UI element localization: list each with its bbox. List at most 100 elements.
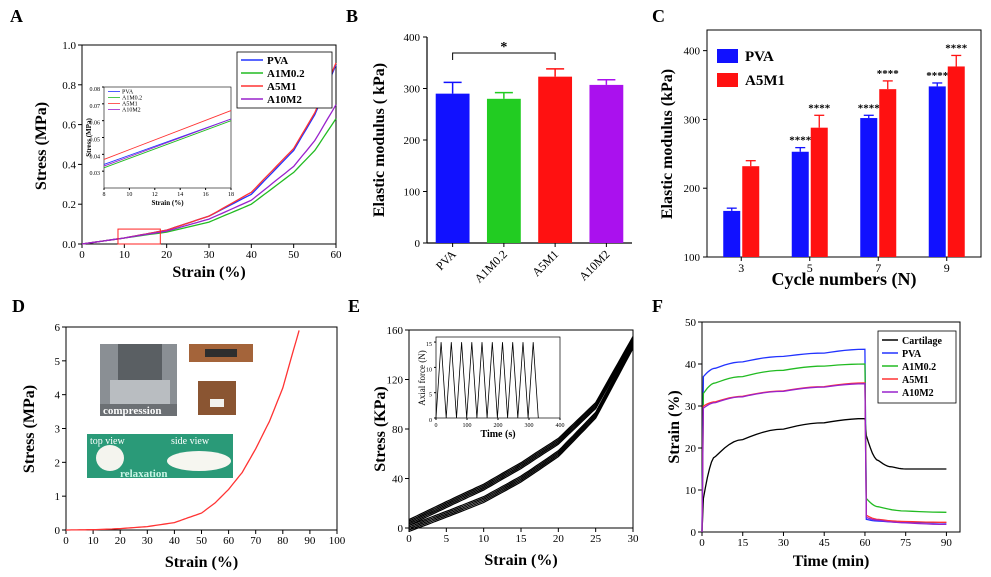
d-y-tick-label: 6 bbox=[55, 322, 61, 334]
a-y-tick-label: 0.2 bbox=[62, 199, 76, 211]
e-inset-y-tick-label: 10 bbox=[426, 367, 432, 373]
d-photo-label-side-view: side view bbox=[171, 436, 210, 447]
c-y-tick-label: 200 bbox=[684, 183, 701, 195]
panel-letter-c: C bbox=[652, 6, 665, 26]
f-y-tick-label: 40 bbox=[685, 359, 697, 371]
d-photo-side-2-sample bbox=[210, 399, 224, 407]
e-loading-curve bbox=[408, 342, 634, 527]
d-y-tick-label: 0 bbox=[55, 525, 61, 537]
f-series-line-cartilage bbox=[701, 417, 947, 533]
f-legend-label: A1M0.2 bbox=[902, 362, 936, 373]
f-legend-label: A10M2 bbox=[902, 388, 934, 399]
c-significance-label: **** bbox=[789, 135, 812, 147]
c-significance-label: **** bbox=[945, 42, 968, 54]
b-x-tick-label: A10M2 bbox=[576, 247, 612, 283]
a-zoom-highlight-box bbox=[117, 228, 161, 245]
a-y-tick-label: 0.0 bbox=[62, 239, 76, 251]
a-legend-label: A5M1 bbox=[267, 81, 296, 93]
b-y-tick-label: 100 bbox=[404, 187, 421, 199]
e-inset-x-tick-label: 100 bbox=[463, 423, 472, 429]
f-x-axis-label: Time (min) bbox=[793, 553, 870, 570]
c-y-tick-label: 100 bbox=[684, 252, 701, 264]
d-series-line bbox=[66, 330, 300, 531]
e-inset-y-tick-label: 5 bbox=[429, 393, 432, 399]
e-inset-x-axis-label: Time (s) bbox=[480, 429, 515, 440]
a-y-axis-label: Stress (MPa) bbox=[33, 102, 50, 190]
panel-letter-b: B bbox=[346, 6, 358, 26]
d-x-tick-label: 100 bbox=[329, 535, 346, 547]
c-x-axis-label: Cycle numbers (N) bbox=[772, 269, 917, 290]
d-photo-side-1-sample bbox=[205, 349, 237, 357]
f-x-tick-label: 60 bbox=[859, 537, 871, 549]
d-photo-fixture-top bbox=[118, 344, 162, 382]
e-loading-curve bbox=[408, 339, 634, 524]
e-y-tick-label: 160 bbox=[387, 325, 404, 337]
e-y-tick-label: 120 bbox=[387, 375, 404, 387]
b-bar-a10m2 bbox=[589, 84, 624, 244]
a-x-axis-label: Strain (%) bbox=[172, 264, 245, 281]
b-y-tick-label: 0 bbox=[415, 238, 421, 250]
f-y-tick-label: 0 bbox=[691, 527, 697, 539]
f-legend-label: PVA bbox=[902, 349, 922, 360]
a-series-line-a1m0.2 bbox=[81, 118, 337, 245]
f-y-axis-label: Strain (%) bbox=[666, 390, 683, 463]
d-x-axis-label: Strain (%) bbox=[165, 554, 238, 571]
panel-letter-a: A bbox=[10, 6, 23, 26]
f-y-tick-label: 30 bbox=[685, 401, 697, 413]
f-legend-label: A5M1 bbox=[902, 375, 929, 386]
f-x-tick-label: 0 bbox=[699, 537, 705, 549]
e-y-axis-label: Stress (KPa) bbox=[372, 386, 389, 471]
a-inset-x-tick-label: 16 bbox=[203, 192, 209, 198]
c-legend-label: PVA bbox=[745, 49, 774, 65]
b-bar-pva bbox=[435, 93, 470, 244]
e-x-tick-label: 15 bbox=[516, 533, 528, 545]
b-y-tick-label: 300 bbox=[404, 84, 421, 96]
f-y-tick-label: 10 bbox=[685, 485, 697, 497]
c-significance-label: **** bbox=[808, 102, 831, 114]
d-x-tick-label: 40 bbox=[169, 535, 181, 547]
d-x-tick-label: 70 bbox=[250, 535, 262, 547]
a-inset-series-line bbox=[103, 120, 232, 169]
e-loading-curve bbox=[408, 336, 634, 521]
a-x-tick-label: 40 bbox=[246, 249, 258, 261]
c-x-tick-label: 7 bbox=[875, 261, 881, 275]
c-y-tick-label: 400 bbox=[684, 46, 701, 58]
c-x-tick-label: 9 bbox=[944, 261, 950, 275]
c-plot-frame bbox=[706, 29, 982, 258]
d-photo-fixture-base bbox=[100, 404, 177, 416]
d-x-tick-label: 60 bbox=[223, 535, 235, 547]
d-x-tick-label: 10 bbox=[88, 535, 100, 547]
d-x-tick-label: 0 bbox=[63, 535, 69, 547]
c-legend-swatch bbox=[717, 73, 738, 87]
b-bar-a1m0.2 bbox=[486, 98, 521, 243]
e-inset-y-tick-label: 0 bbox=[429, 418, 432, 424]
d-photo-top-view-sample bbox=[96, 445, 124, 471]
c-significance-label: **** bbox=[858, 102, 881, 114]
f-x-tick-label: 75 bbox=[900, 537, 912, 549]
c-x-tick-label: 5 bbox=[807, 261, 813, 275]
e-loading-curve bbox=[408, 340, 634, 525]
c-bar-a5m1 bbox=[810, 127, 828, 257]
e-inset-y-tick-label: 15 bbox=[426, 342, 432, 348]
e-y-tick-label: 80 bbox=[392, 424, 404, 436]
d-x-tick-label: 50 bbox=[196, 535, 208, 547]
e-unloading-curve bbox=[408, 343, 634, 528]
e-y-tick-label: 40 bbox=[392, 474, 404, 486]
a-y-tick-label: 0.6 bbox=[62, 120, 76, 132]
a-series-line-a10m2 bbox=[81, 104, 337, 245]
a-inset-legend-label: A5M1 bbox=[122, 102, 138, 108]
e-unloading-curve bbox=[408, 346, 634, 531]
f-x-tick-label: 45 bbox=[819, 537, 831, 549]
e-x-tick-label: 0 bbox=[406, 533, 412, 545]
f-x-tick-label: 30 bbox=[778, 537, 790, 549]
c-bar-pva bbox=[928, 86, 946, 257]
a-inset-series-line bbox=[103, 118, 232, 167]
a-inset-x-tick-label: 12 bbox=[152, 192, 158, 198]
e-x-tick-label: 5 bbox=[444, 533, 450, 545]
f-legend-label: Cartilage bbox=[902, 336, 943, 347]
a-x-tick-label: 20 bbox=[161, 249, 173, 261]
c-significance-label: **** bbox=[877, 68, 900, 80]
c-bar-a5m1 bbox=[879, 89, 897, 257]
a-y-tick-label: 0.8 bbox=[62, 80, 76, 92]
e-inset-force-wave bbox=[435, 342, 539, 419]
